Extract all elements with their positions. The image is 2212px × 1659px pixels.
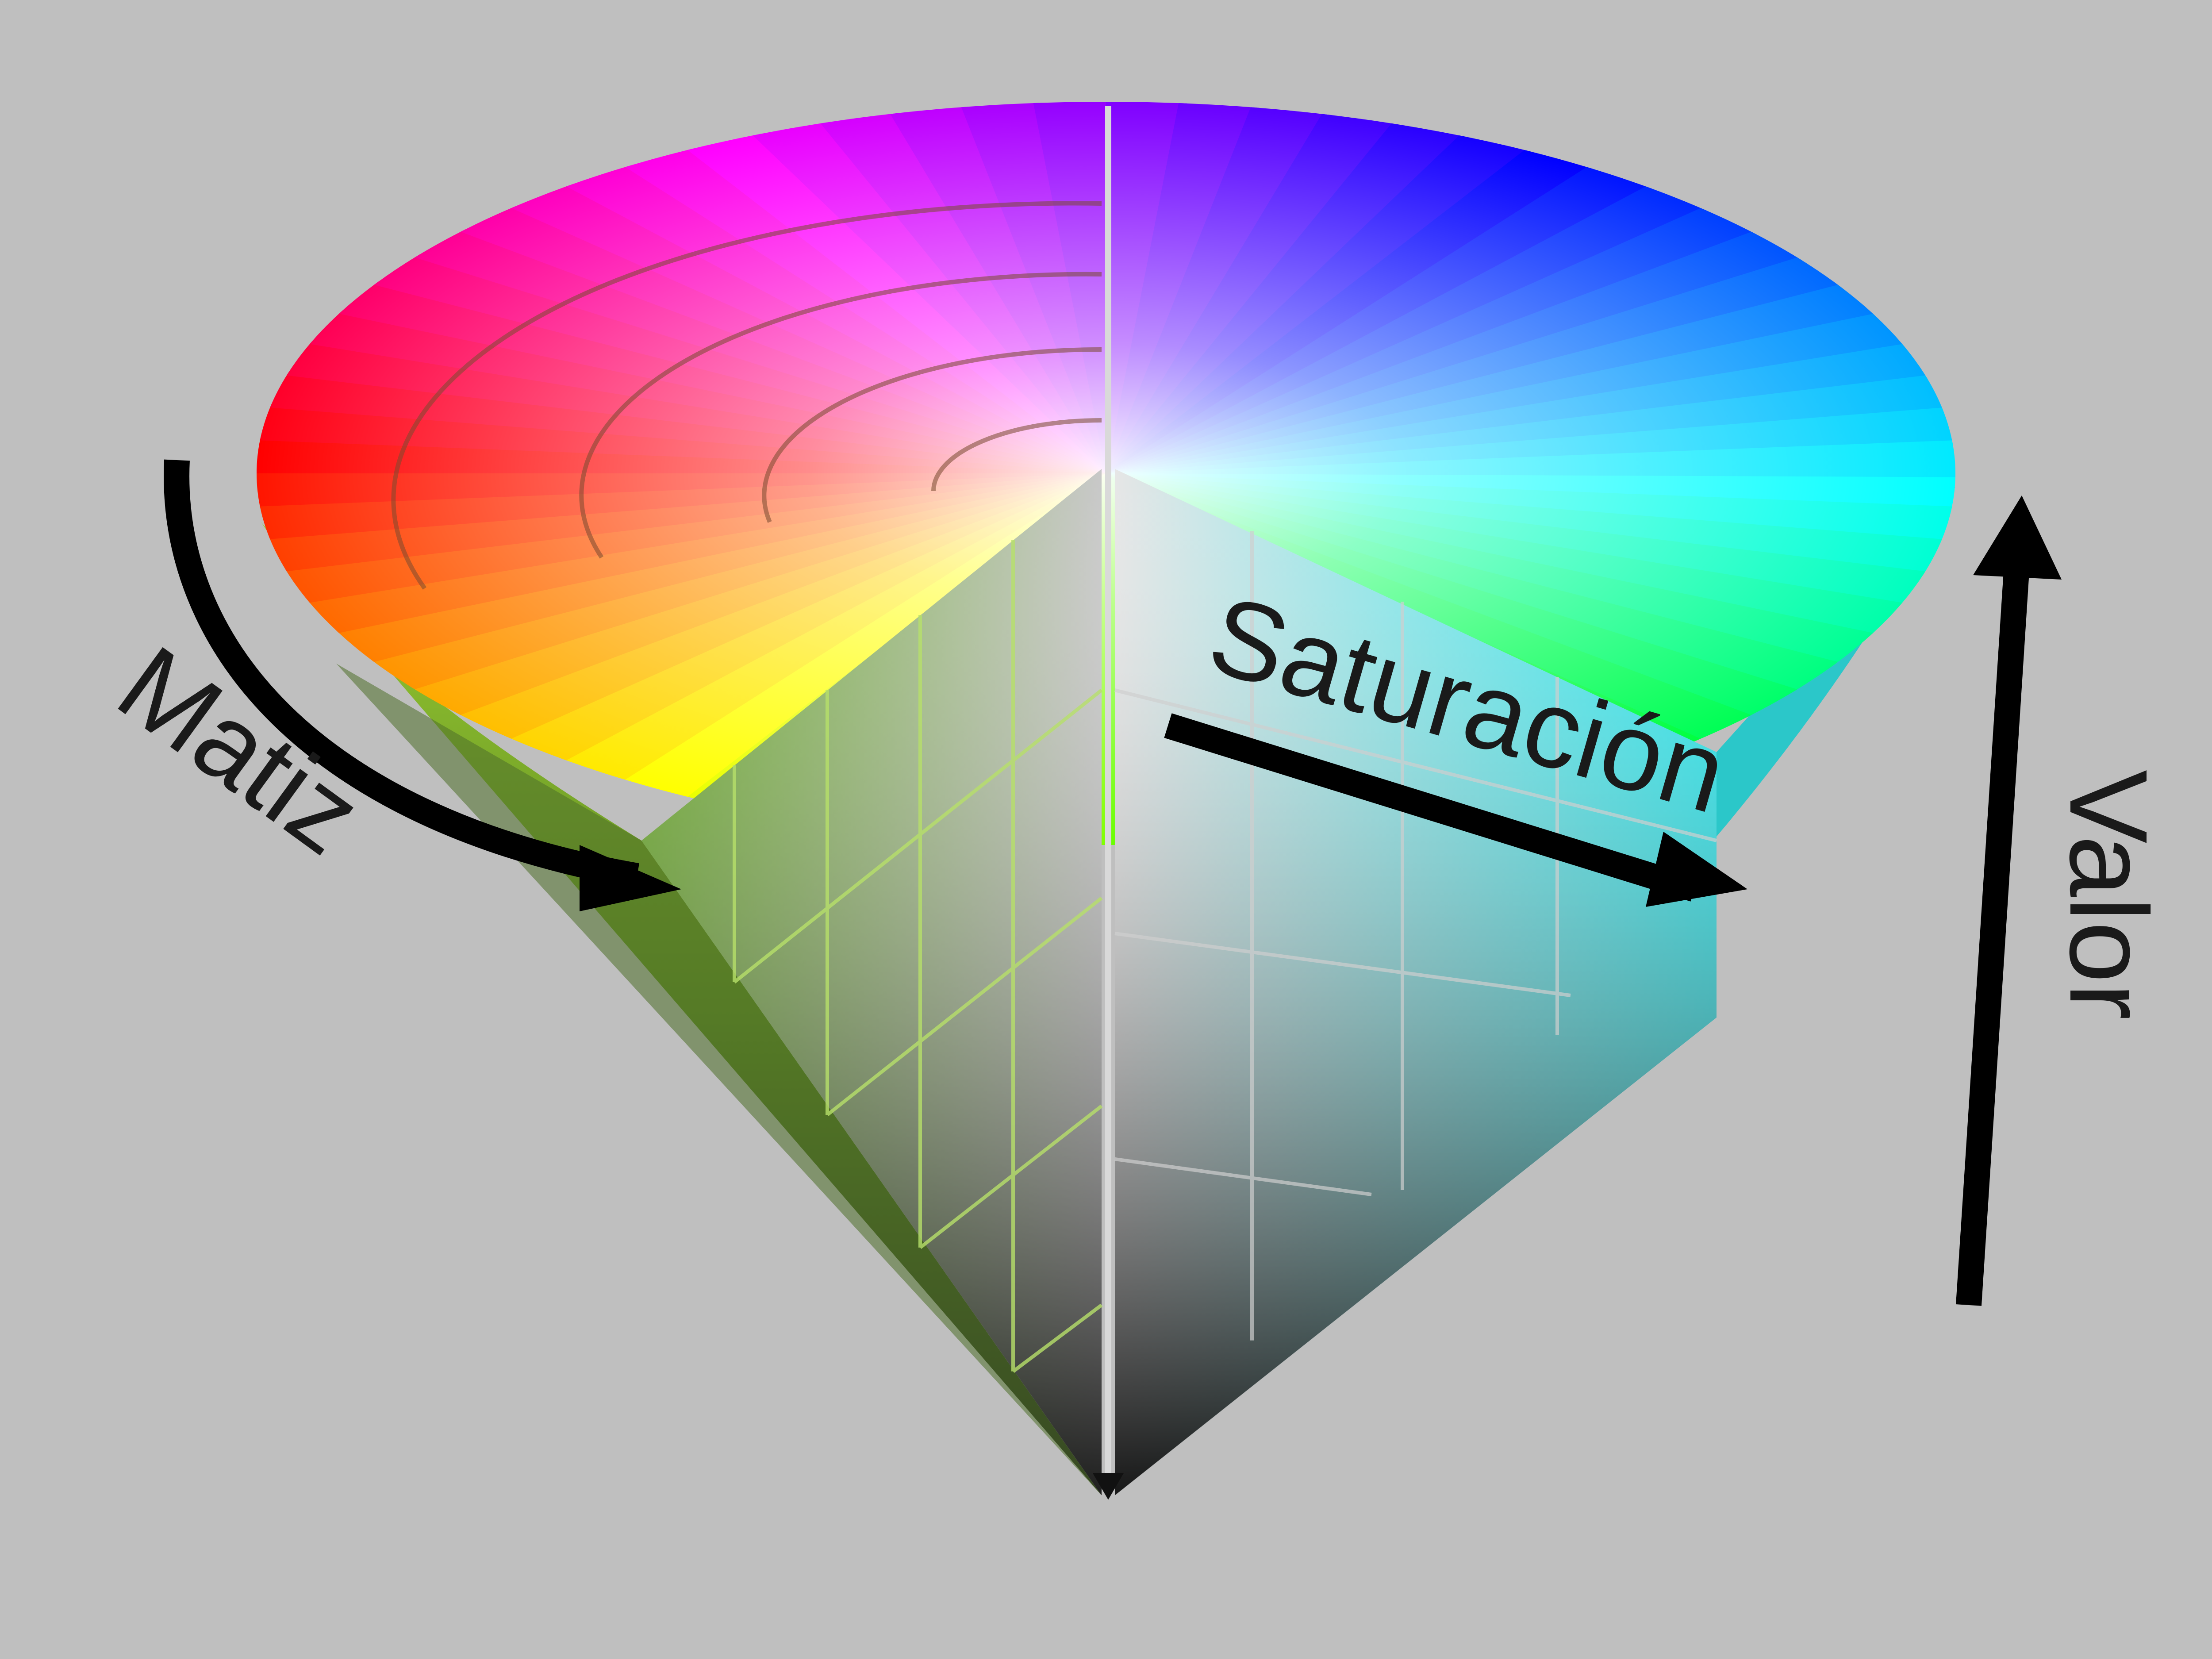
value-arrow-head: [1973, 495, 2062, 580]
value-label: Valor: [2047, 770, 2170, 1020]
saturation-rings: [391, 201, 1102, 590]
cutaway-grid: [733, 540, 1103, 1373]
cutaway-grid-right: [1114, 531, 1717, 1340]
cone-cutaway-right-shade: [1115, 469, 1717, 1495]
value-arrow-shaft: [1956, 557, 2030, 1306]
hue-arrow-shaft: [164, 459, 640, 889]
cone-apex: [1093, 1473, 1124, 1500]
saturation-arrow-head: [1646, 832, 1747, 907]
saturation-arrow-shaft: [1164, 713, 1698, 902]
cone-cutaway-left-shade: [641, 469, 1102, 1495]
cone-left-outer-surface-lower: [336, 664, 1102, 1495]
hue-arrow-head: [580, 845, 681, 911]
